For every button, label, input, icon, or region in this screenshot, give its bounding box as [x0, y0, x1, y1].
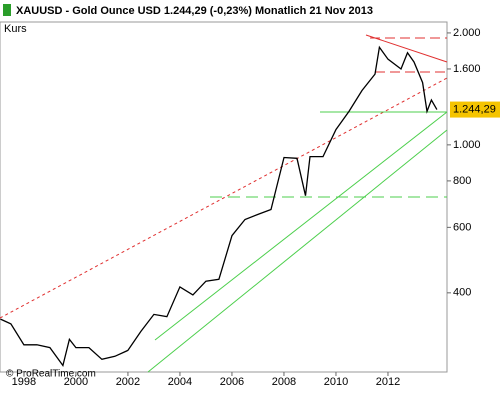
- y-tick-label: 800: [453, 175, 471, 187]
- x-tick-label: 2002: [116, 376, 140, 388]
- price-tag-label: 1.244,29: [453, 103, 496, 115]
- x-tick-label: 2006: [220, 376, 244, 388]
- trend-line: [0, 77, 448, 319]
- trend-line: [365, 34, 448, 63]
- x-tick-label: 2010: [324, 376, 348, 388]
- price-tag: [450, 101, 500, 118]
- price-line: [0, 45, 438, 368]
- y-label: Kurs: [4, 23, 27, 35]
- x-tick-label: 1998: [12, 376, 36, 388]
- y-tick-label: 400: [453, 287, 471, 299]
- credit: © ProRealTime.com: [6, 369, 96, 380]
- y-tick-label: 1.000: [453, 139, 481, 151]
- logo: [3, 4, 11, 16]
- trend-line: [154, 111, 448, 341]
- y-tick-label: 2.000: [453, 27, 481, 39]
- trend-line: [147, 129, 448, 373]
- y-tick-label: 600: [453, 221, 471, 233]
- y-tick-label: 1.600: [453, 63, 481, 75]
- chart-title: XAUUSD - Gold Ounce USD 1.244,29 (-0,23%…: [16, 5, 373, 17]
- x-tick-label: 2004: [168, 376, 192, 388]
- x-tick-label: 2008: [272, 376, 296, 388]
- x-tick-label: 2012: [376, 376, 400, 388]
- x-tick-label: 2000: [64, 376, 88, 388]
